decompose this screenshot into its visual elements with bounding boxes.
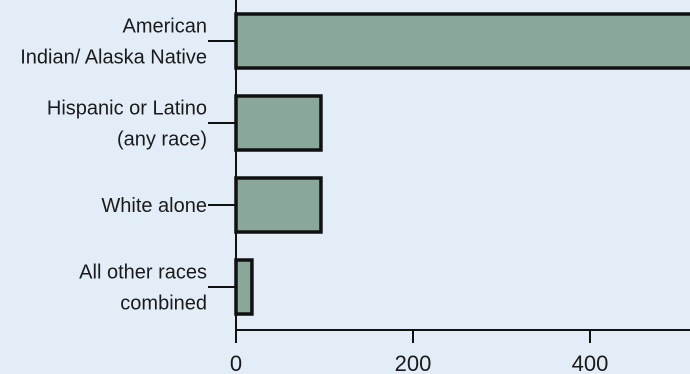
axes-group [208, 0, 690, 343]
bar-1 [234, 94, 323, 152]
x-tick-label-2: 400 [572, 351, 609, 374]
bars-group [234, 12, 690, 316]
category-label-0-0: American [123, 16, 207, 38]
x-tick-label-1: 200 [395, 351, 432, 374]
labels-group: American Indian/ Alaska Native Hispanic or… [20, 16, 608, 374]
x-tick-label-0: 0 [230, 351, 242, 374]
category-label-2-0: White alone [101, 195, 207, 217]
category-label-1-1: (any race) [117, 129, 207, 151]
bar-2 [234, 176, 323, 234]
category-label-3-1: combined [120, 293, 207, 315]
bar-3 [234, 258, 254, 316]
bar-0 [234, 12, 690, 70]
category-label-0-1: Indian/ Alaska Native [20, 47, 207, 69]
category-label-3-0: All other races [79, 262, 207, 284]
category-label-1-0: Hispanic or Latino [47, 98, 207, 120]
